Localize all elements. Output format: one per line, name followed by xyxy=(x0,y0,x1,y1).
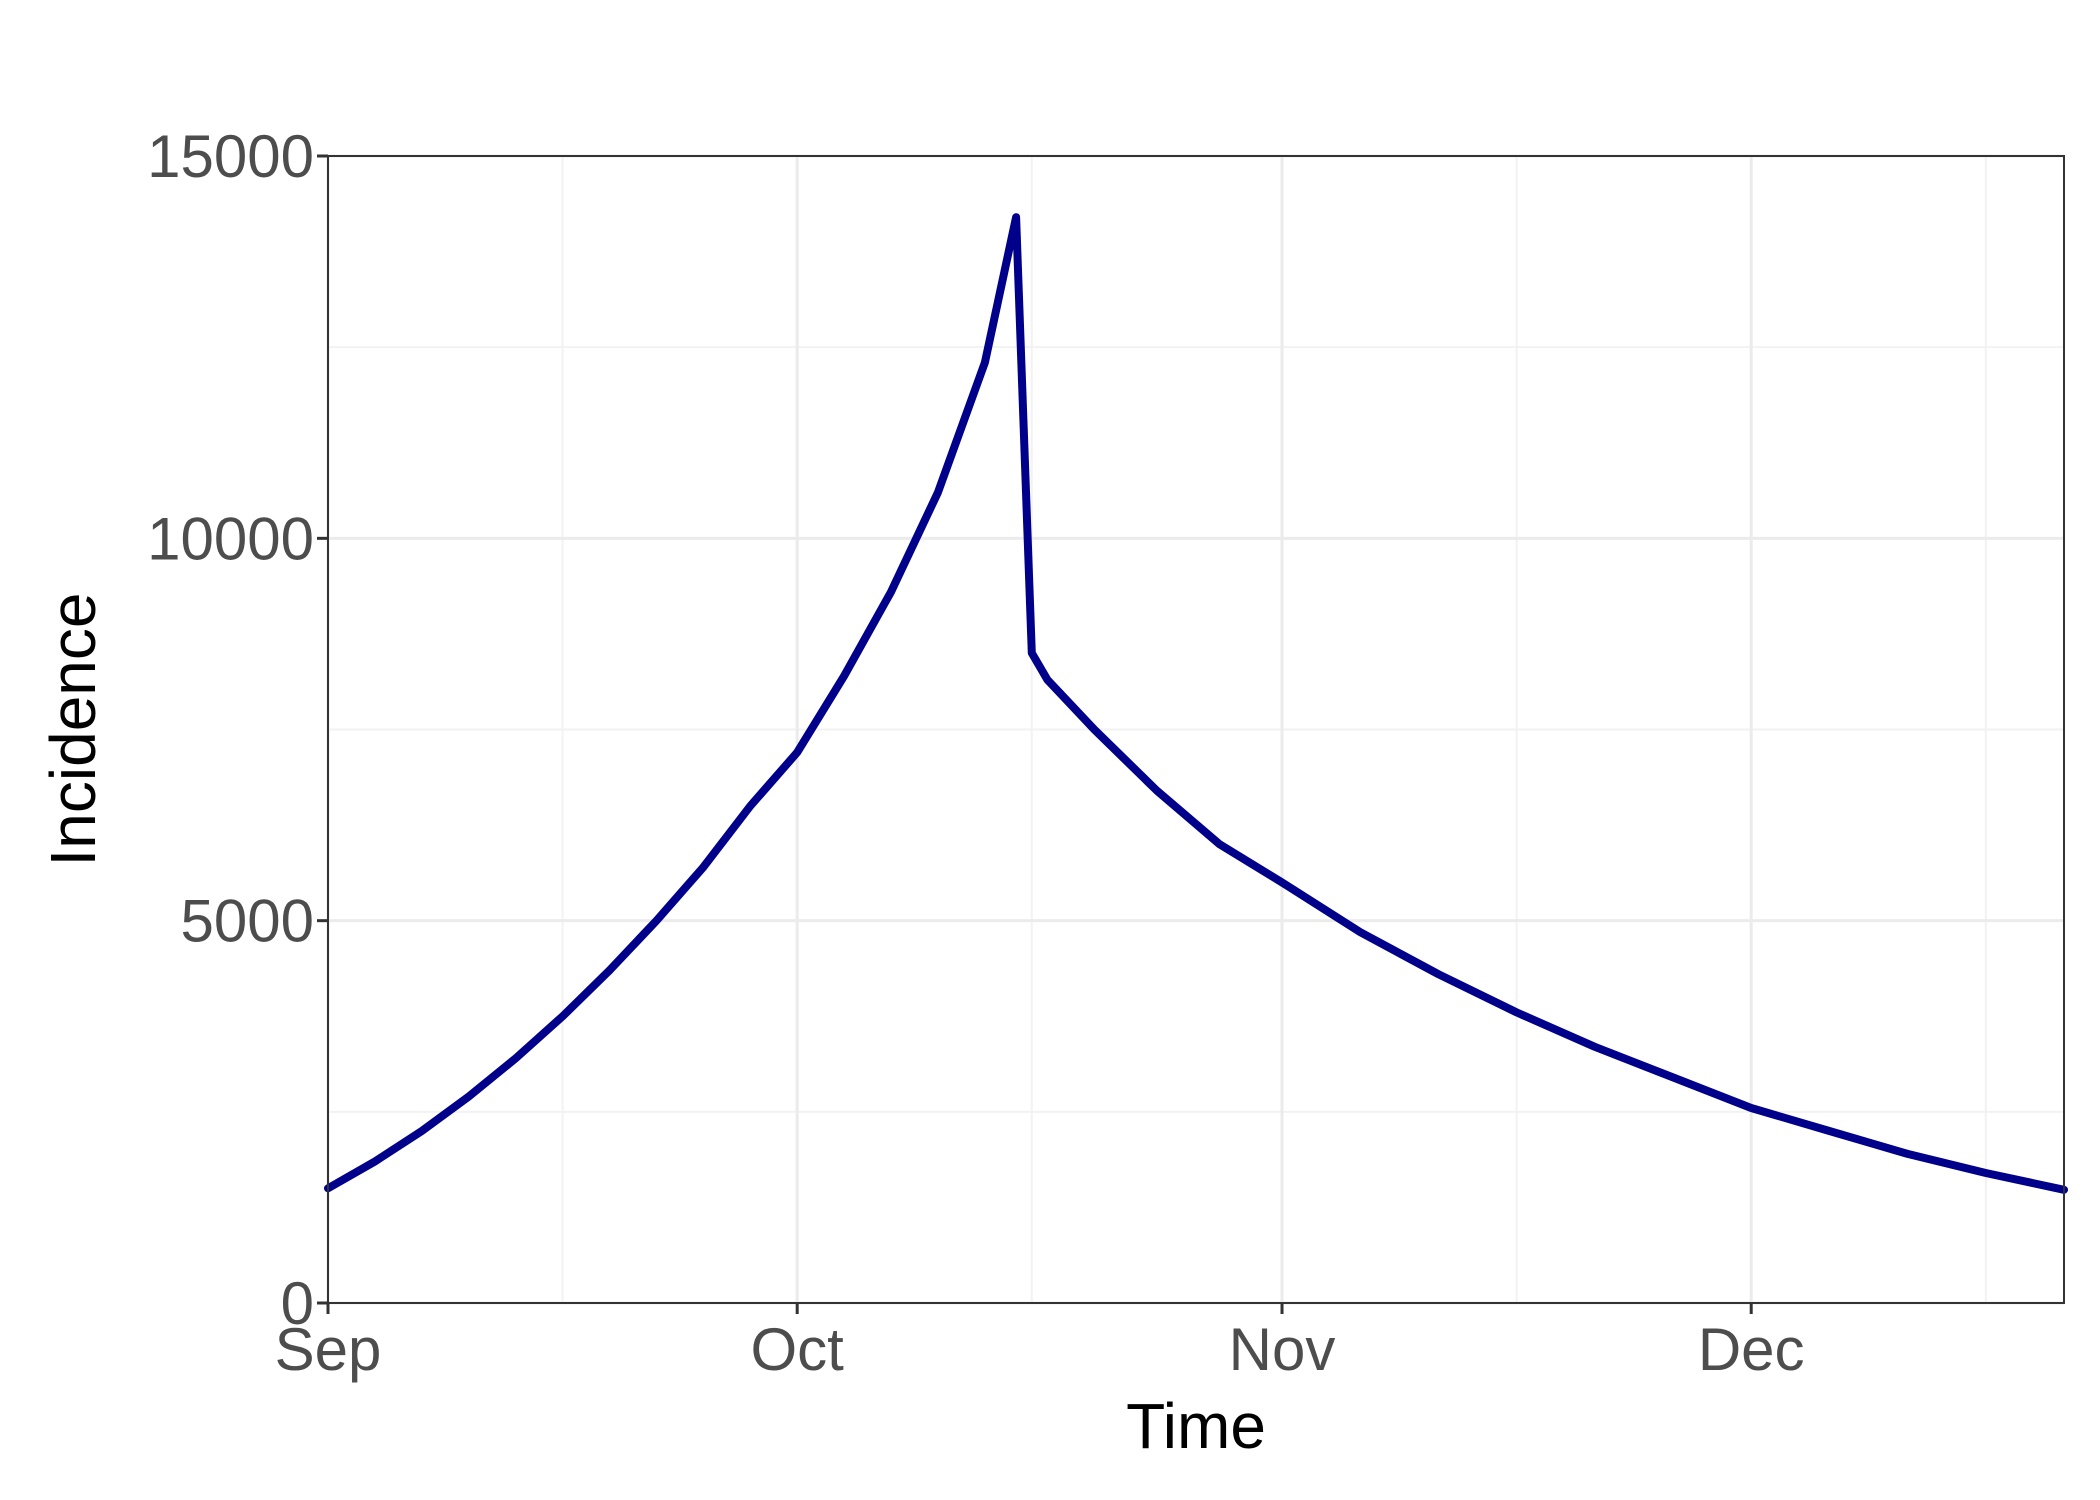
y-tick-label: 0 xyxy=(281,1270,314,1337)
axis-ticks xyxy=(317,154,1753,1314)
x-axis-title: Time xyxy=(1126,1390,1266,1462)
x-tick-label: Nov xyxy=(1229,1316,1336,1383)
series-layer xyxy=(324,213,2068,1194)
y-tick-label: 5000 xyxy=(181,888,314,955)
y-tick-label: 10000 xyxy=(147,505,314,572)
x-tick-label: Sep xyxy=(275,1316,382,1383)
y-axis-title: Incidence xyxy=(37,593,109,867)
y-tick-label: 15000 xyxy=(147,123,314,190)
tick-labels: 0 5000 10000 15000 Sep Oct Nov Dec xyxy=(147,123,1804,1383)
incidence-series-line xyxy=(324,213,2068,1194)
x-tick-label: Oct xyxy=(751,1316,845,1383)
plot-panel-border xyxy=(327,155,2065,1304)
x-tick-label: Dec xyxy=(1698,1316,1805,1383)
